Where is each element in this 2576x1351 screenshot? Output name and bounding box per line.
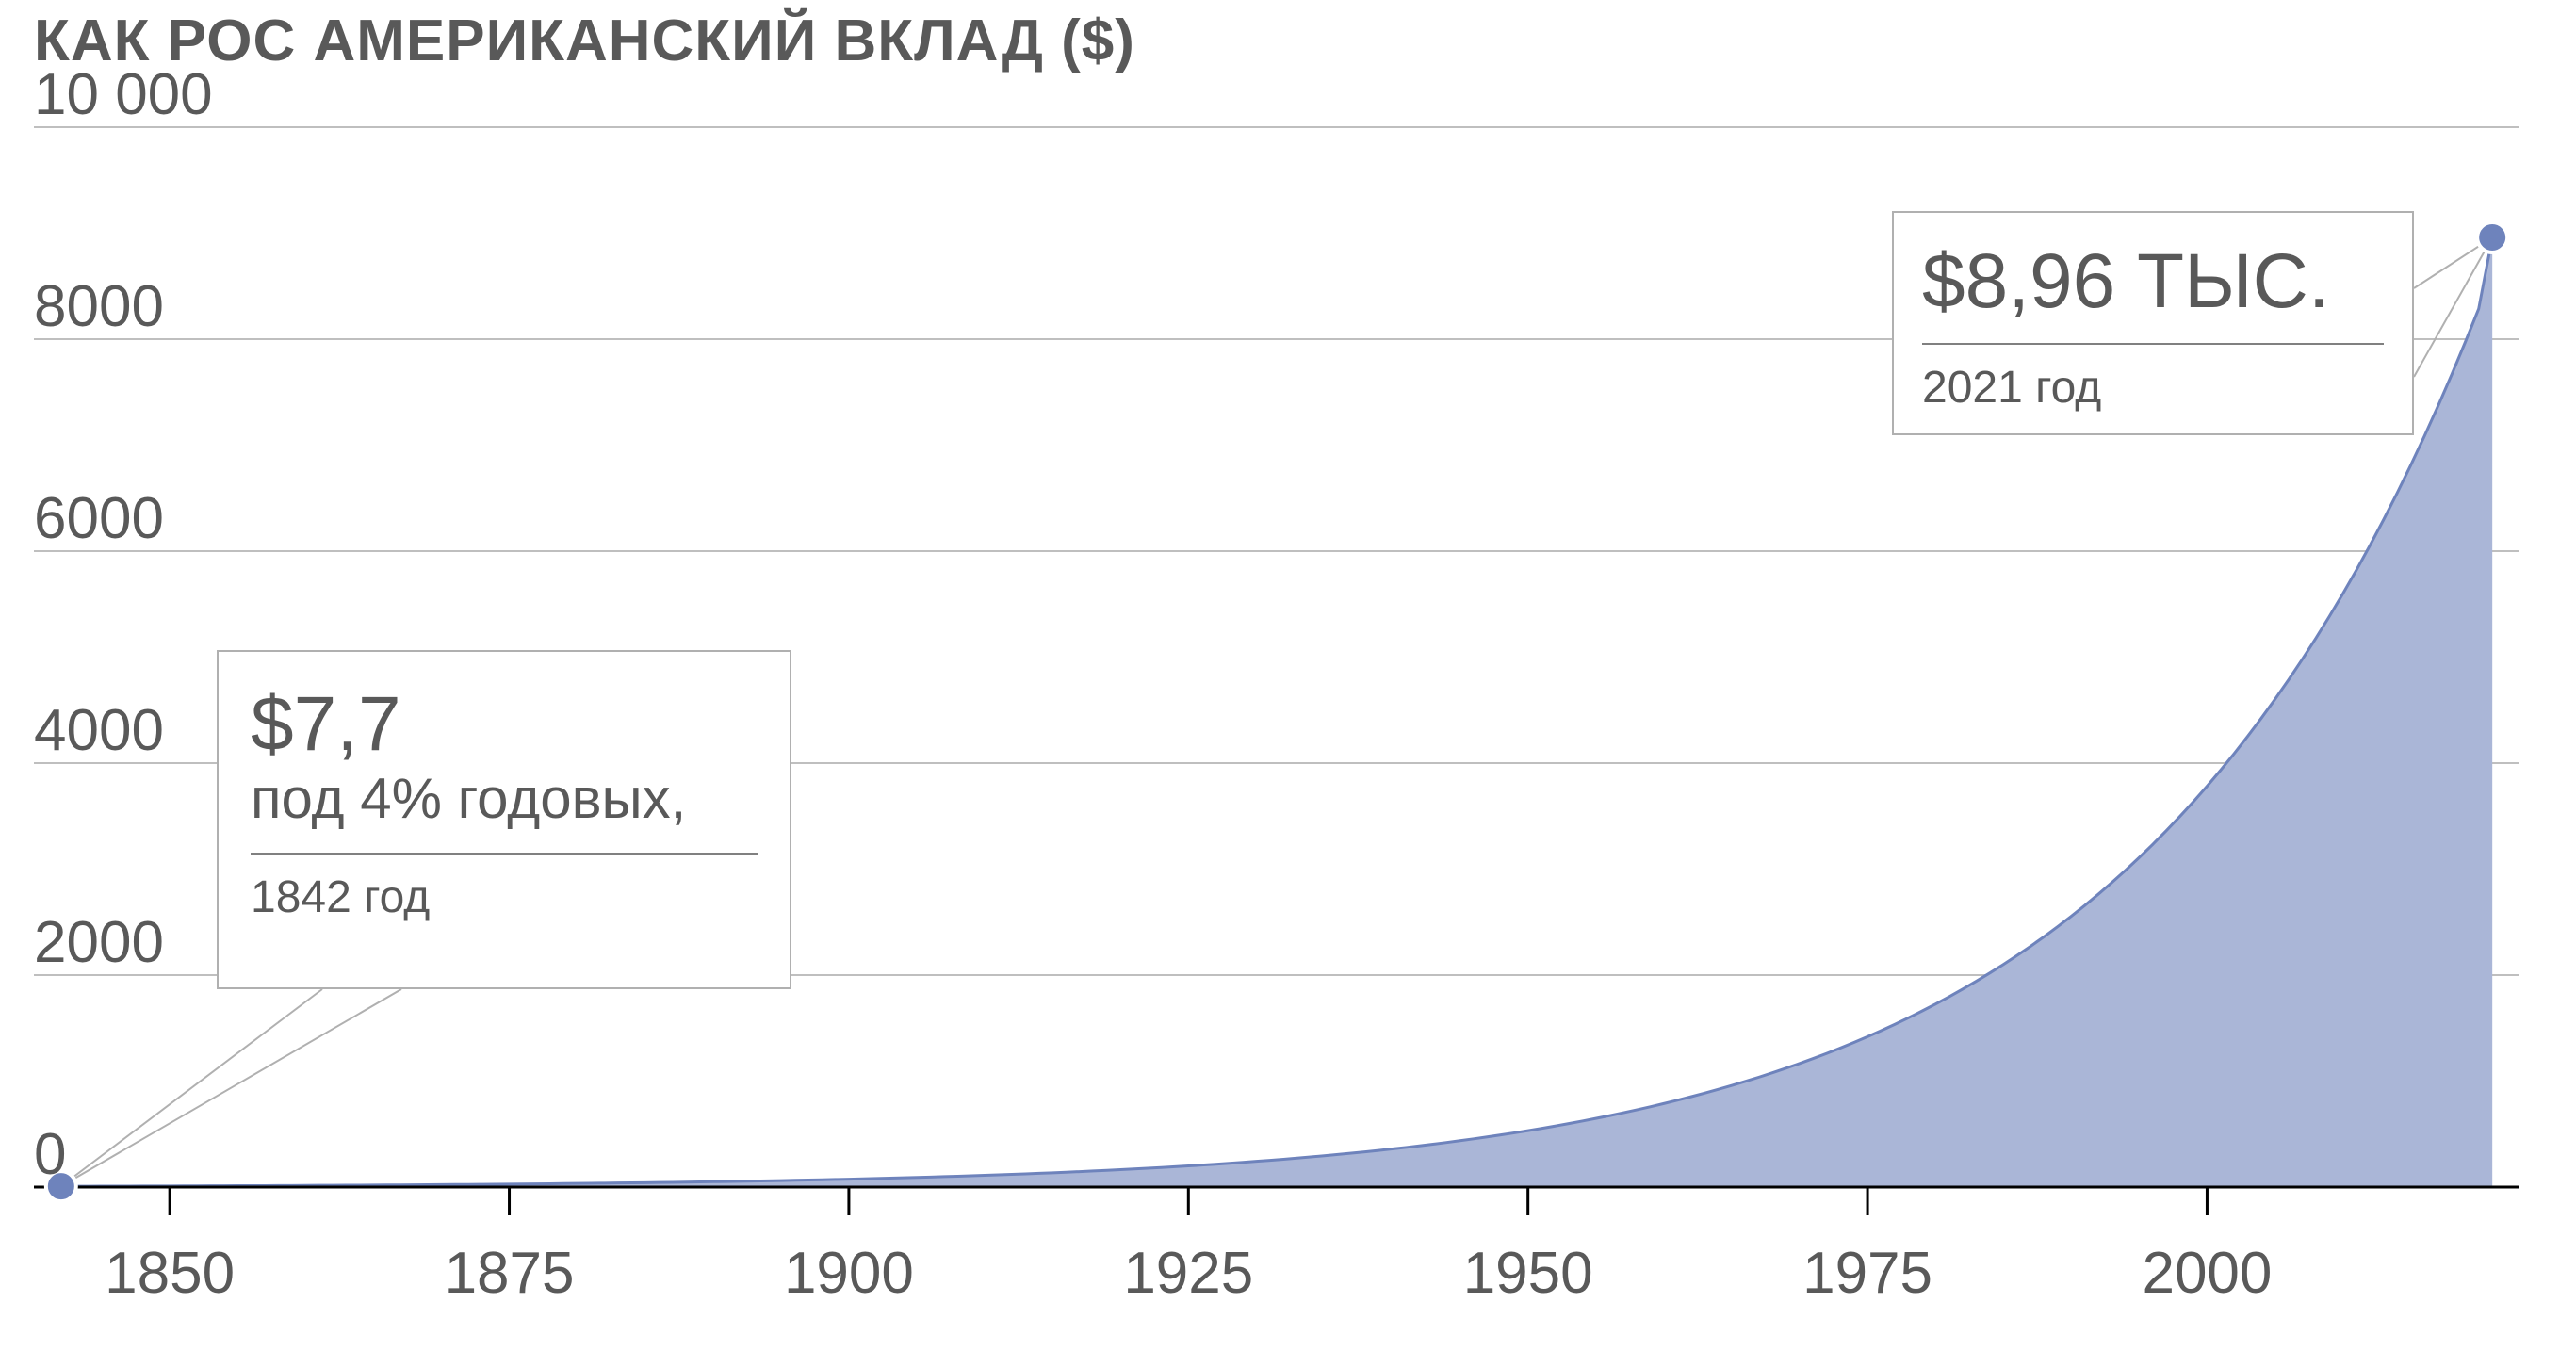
callout-leader (61, 989, 401, 1186)
y-tick-label: 2000 (34, 909, 164, 976)
callout-value: $8,96 ТЫС. (1922, 241, 2384, 322)
x-tick-label: 1950 (1443, 1240, 1613, 1307)
y-tick-label: 4000 (34, 697, 164, 764)
x-tick-label: 1850 (85, 1240, 254, 1307)
callout-year: 2021 год (1922, 362, 2384, 414)
x-tick-label: 1875 (425, 1240, 595, 1307)
x-tick-label: 1975 (1783, 1240, 1952, 1307)
y-tick-label: 6000 (34, 485, 164, 552)
callout-value: $7,7 (251, 684, 758, 765)
y-tick-label-top: 10 000 (34, 61, 213, 128)
x-tick-label: 2000 (2122, 1240, 2291, 1307)
y-tick-label: 8000 (34, 273, 164, 340)
callout-year: 1842 год (251, 871, 758, 923)
x-ticks (170, 1187, 2207, 1215)
callout-subtext: под 4% годовых, (251, 769, 758, 828)
marker-end (2477, 222, 2507, 252)
x-tick-label: 1900 (764, 1240, 934, 1307)
callout-divider (251, 853, 758, 855)
x-tick-label: 1925 (1103, 1240, 1273, 1307)
callout-start: $7,7под 4% годовых, 1842 год (217, 650, 791, 989)
y-tick-label: 0 (34, 1121, 66, 1188)
callout-end: $8,96 ТЫС. 2021 год (1892, 211, 2414, 435)
callout-divider (1922, 343, 2384, 345)
callout-leader (61, 989, 322, 1186)
